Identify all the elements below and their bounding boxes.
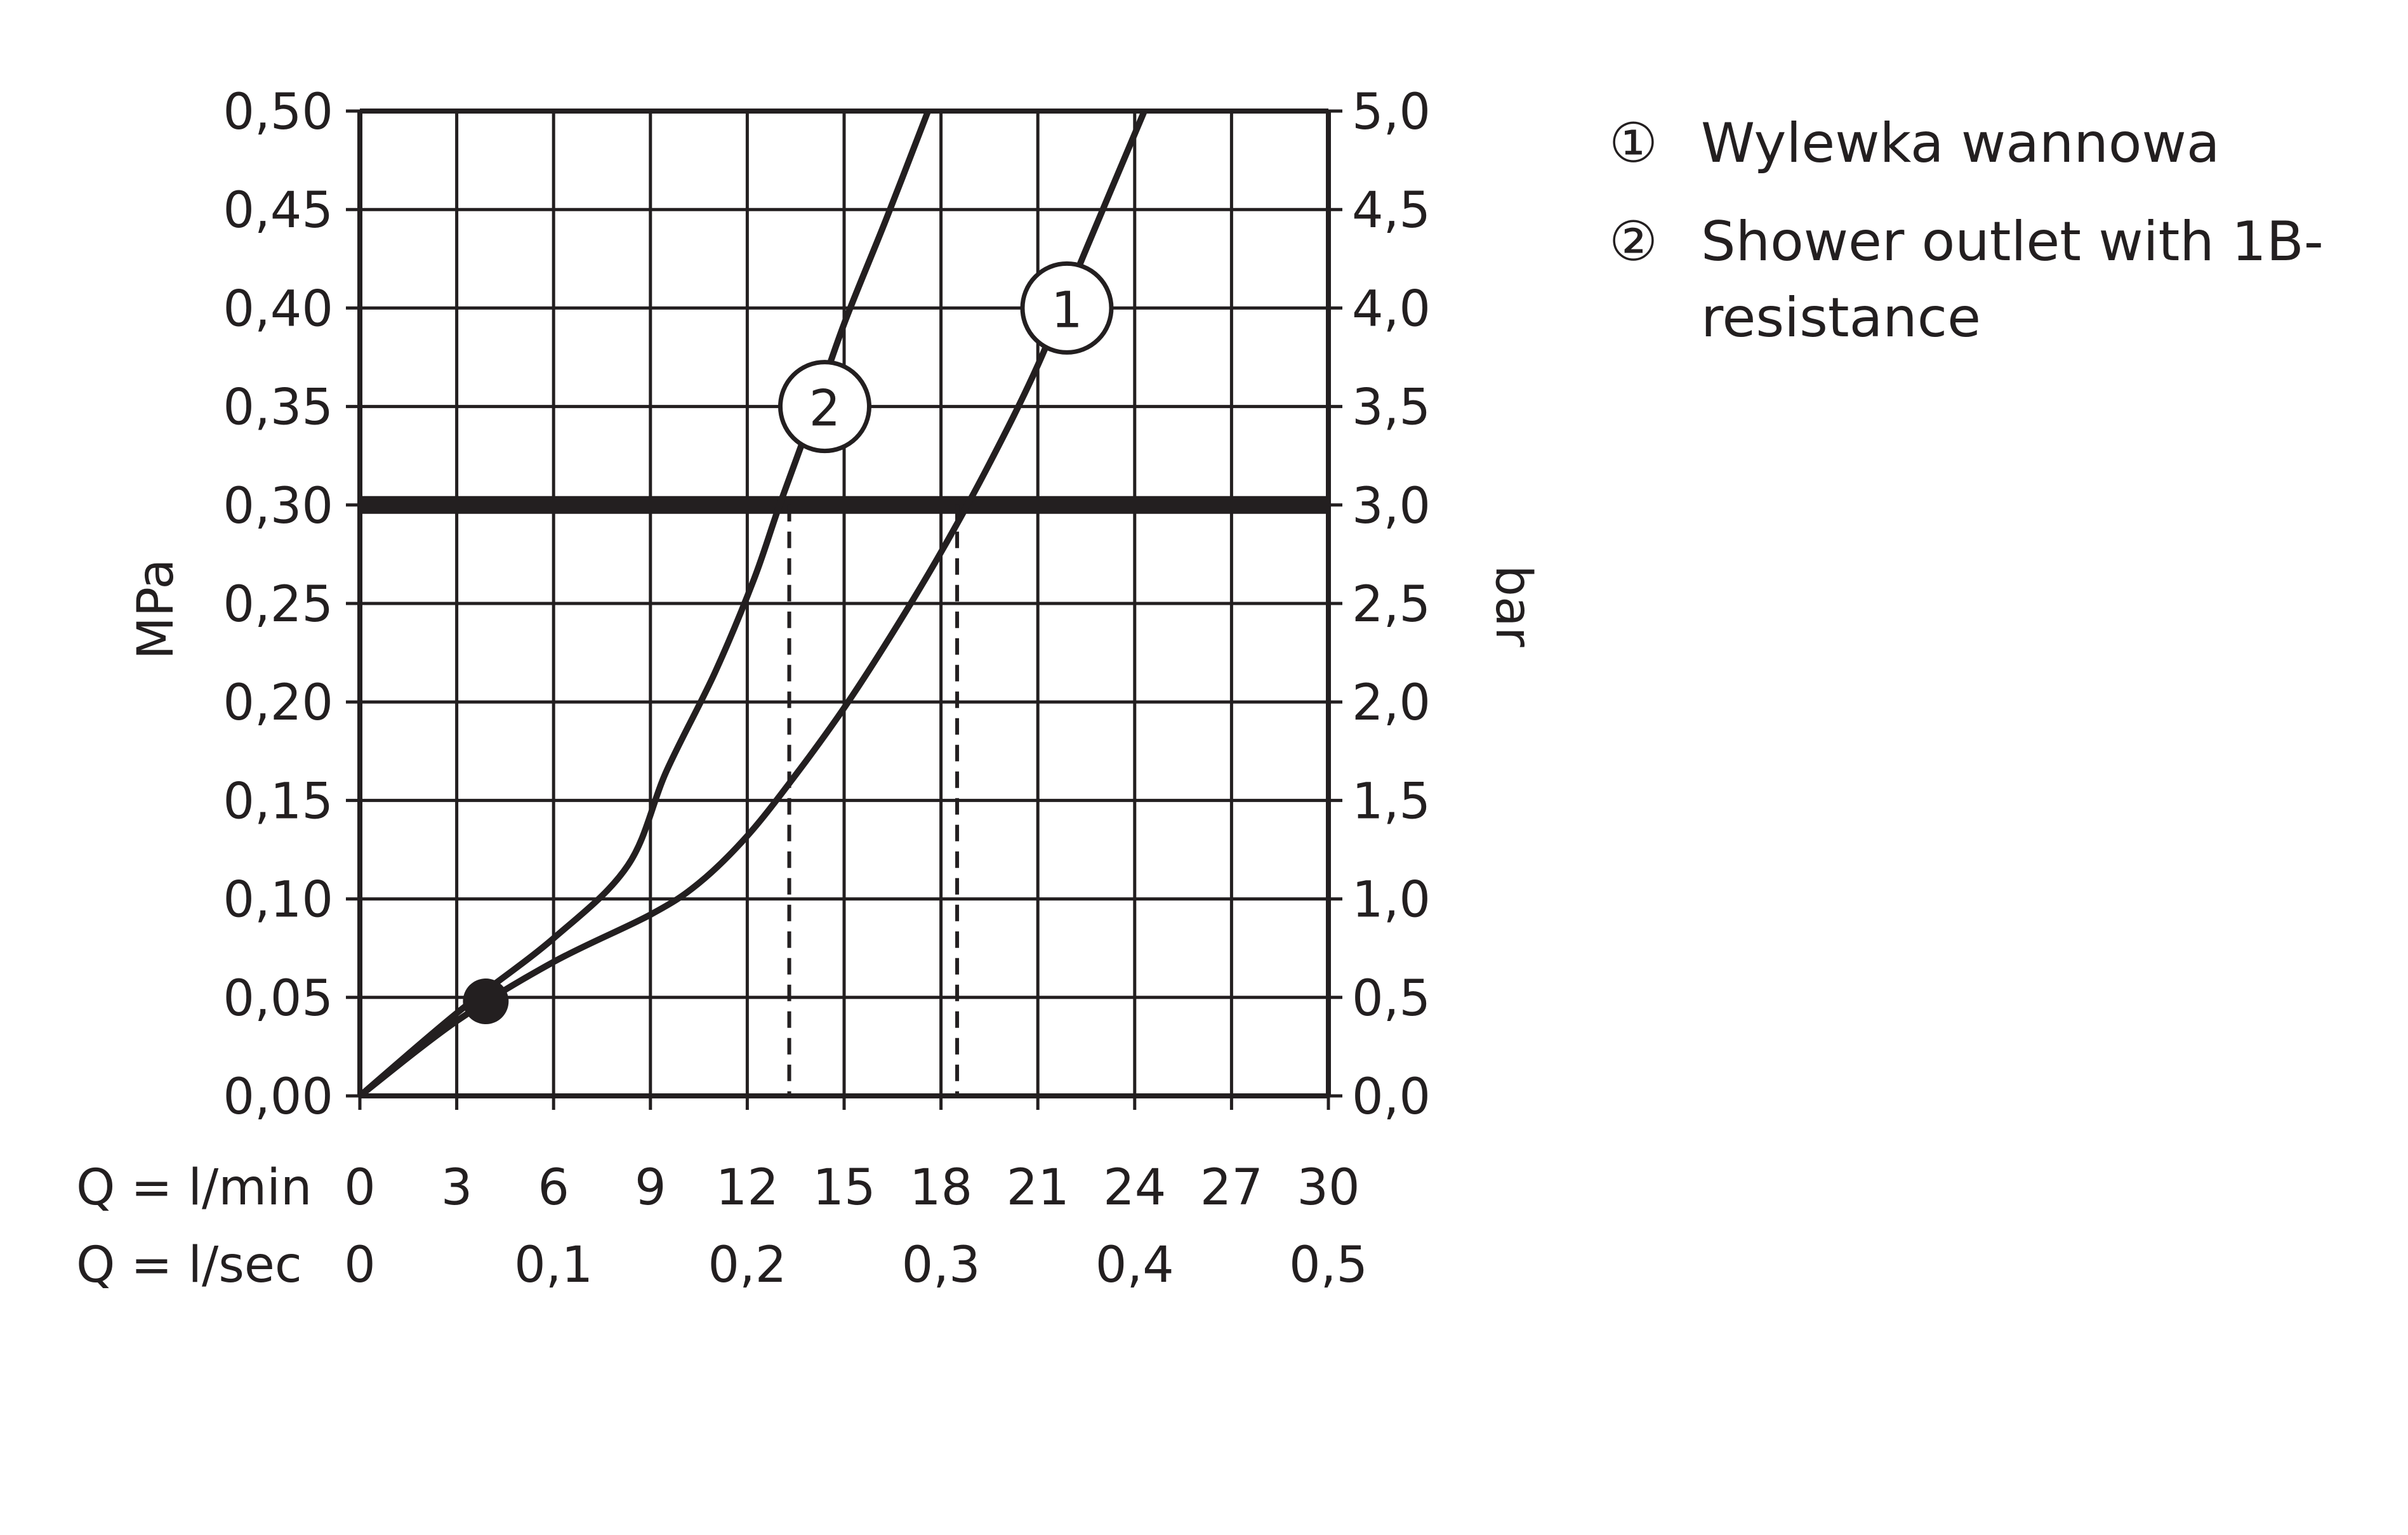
y-tick-label-mpa: 0,40 bbox=[223, 280, 333, 338]
series-curve-1 bbox=[357, 110, 1148, 1098]
x-tick-label-lmin: 18 bbox=[910, 1159, 972, 1216]
reference-layer bbox=[360, 496, 1328, 1096]
x-tick-label-lsec: 0 bbox=[344, 1237, 376, 1294]
y-tick-label-mpa: 0,25 bbox=[223, 576, 333, 633]
y-axis-label-right: bar bbox=[1485, 565, 1542, 647]
series-label-1: 1 bbox=[1051, 282, 1083, 339]
x-tick-label-lsec: 0,3 bbox=[902, 1237, 981, 1294]
y-tick-label-bar: 1,5 bbox=[1352, 773, 1431, 830]
x-axis-label-lmin: Q = l/min bbox=[76, 1159, 312, 1216]
legend: ① Wylewka wannowa ② Shower outlet with 1… bbox=[1609, 112, 2324, 350]
y-tick-label-mpa: 0,30 bbox=[223, 478, 333, 535]
start-point-marker bbox=[463, 978, 509, 1025]
x-axis-label-lsec: Q = l/sec bbox=[76, 1237, 302, 1294]
y-tick-label-bar: 5,0 bbox=[1352, 84, 1431, 141]
y-tick-label-mpa: 0,10 bbox=[223, 872, 333, 929]
legend-item-2: ② Shower outlet with 1B- resistance bbox=[1609, 210, 2324, 350]
grid bbox=[346, 109, 1342, 1110]
legend-item-1: ① Wylewka wannowa bbox=[1609, 112, 2220, 175]
x-tick-label-lmin: 27 bbox=[1200, 1159, 1263, 1216]
x-tick-label-lsec: 0,5 bbox=[1289, 1237, 1368, 1294]
legend-marker-2: ② bbox=[1609, 210, 1658, 273]
legend-marker-1: ① bbox=[1609, 112, 1658, 175]
series-label-circle-2 bbox=[777, 360, 871, 454]
y-tick-label-mpa: 0,00 bbox=[223, 1069, 333, 1126]
x-tick-label-lmin: 21 bbox=[1007, 1159, 1069, 1216]
y-tick-label-mpa: 0,35 bbox=[223, 379, 333, 437]
y-tick-label-bar: 4,5 bbox=[1352, 182, 1431, 239]
legend-label-2-continued: resistance bbox=[1701, 286, 1981, 350]
legend-label-2: Shower outlet with 1B- bbox=[1701, 210, 2324, 273]
x-tick-label-lmin: 30 bbox=[1297, 1159, 1359, 1216]
tick-labels: 0,000,050,100,150,200,250,300,350,400,45… bbox=[223, 84, 1431, 1294]
x-tick-label-lmin: 9 bbox=[635, 1159, 666, 1216]
y-tick-label-bar: 0,5 bbox=[1352, 970, 1431, 1027]
x-tick-label-lmin: 15 bbox=[812, 1159, 875, 1216]
y-tick-label-bar: 2,5 bbox=[1352, 576, 1431, 633]
y-tick-label-mpa: 0,05 bbox=[223, 970, 333, 1027]
curves: 12 bbox=[357, 110, 1148, 1098]
legend-label-1: Wylewka wannowa bbox=[1701, 112, 2220, 175]
y-axis-label-left: MPa bbox=[128, 559, 185, 660]
x-tick-label-lmin: 24 bbox=[1103, 1159, 1166, 1216]
x-tick-label-lsec: 0,1 bbox=[514, 1237, 593, 1294]
y-tick-label-bar: 2,0 bbox=[1352, 675, 1431, 732]
series-curve-2 bbox=[357, 110, 931, 1098]
y-tick-label-mpa: 0,15 bbox=[223, 773, 333, 830]
series-label-2: 2 bbox=[809, 381, 841, 438]
y-tick-label-bar: 4,0 bbox=[1352, 280, 1431, 338]
y-tick-label-bar: 3,0 bbox=[1352, 478, 1431, 535]
x-tick-label-lsec: 0,2 bbox=[708, 1237, 786, 1294]
x-tick-label-lmin: 12 bbox=[716, 1159, 779, 1216]
x-tick-label-lsec: 0,4 bbox=[1095, 1237, 1174, 1294]
y-tick-label-mpa: 0,20 bbox=[223, 675, 333, 732]
y-tick-label-bar: 1,0 bbox=[1352, 872, 1431, 929]
x-tick-label-lmin: 3 bbox=[441, 1159, 473, 1216]
y-tick-label-bar: 3,5 bbox=[1352, 379, 1431, 437]
y-tick-label-mpa: 0,50 bbox=[223, 84, 333, 141]
y-tick-label-mpa: 0,45 bbox=[223, 182, 333, 239]
y-tick-label-bar: 0,0 bbox=[1352, 1069, 1431, 1126]
x-tick-label-lmin: 0 bbox=[344, 1159, 376, 1216]
x-tick-label-lmin: 6 bbox=[538, 1159, 569, 1216]
series-label-circle-1 bbox=[1020, 261, 1114, 355]
